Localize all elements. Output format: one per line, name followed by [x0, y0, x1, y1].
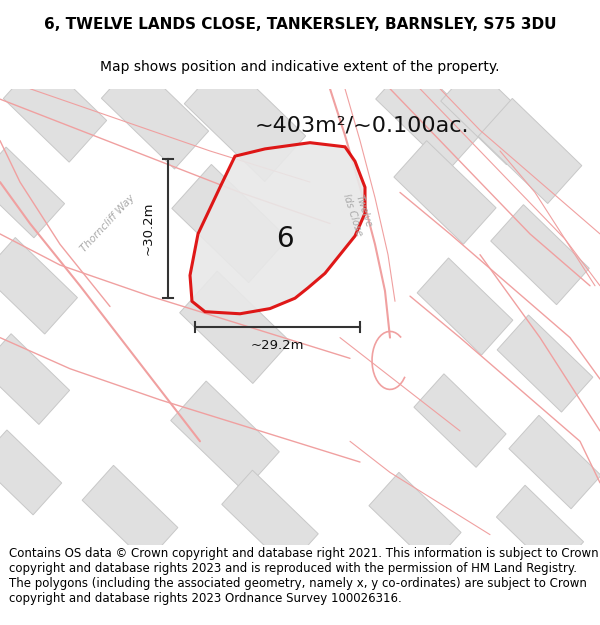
Polygon shape	[171, 381, 279, 491]
Text: Contains OS data © Crown copyright and database right 2021. This information is : Contains OS data © Crown copyright and d…	[9, 547, 599, 604]
Text: Twelve
lds Close: Twelve lds Close	[341, 189, 375, 238]
Polygon shape	[497, 315, 593, 412]
Text: Map shows position and indicative extent of the property.: Map shows position and indicative extent…	[100, 59, 500, 74]
Polygon shape	[369, 472, 461, 566]
Polygon shape	[172, 164, 288, 282]
Polygon shape	[417, 258, 513, 355]
Polygon shape	[491, 204, 589, 304]
Polygon shape	[4, 57, 107, 162]
Text: ~29.2m: ~29.2m	[251, 339, 304, 352]
Polygon shape	[509, 415, 600, 509]
Polygon shape	[376, 59, 484, 170]
Polygon shape	[478, 98, 582, 204]
Polygon shape	[82, 466, 178, 562]
Text: 6: 6	[276, 225, 294, 253]
Polygon shape	[222, 470, 318, 568]
Polygon shape	[0, 238, 77, 334]
Polygon shape	[190, 142, 365, 314]
Polygon shape	[0, 147, 65, 238]
Polygon shape	[179, 271, 290, 384]
Polygon shape	[184, 58, 305, 181]
Polygon shape	[441, 64, 539, 165]
Text: ~30.2m: ~30.2m	[142, 202, 155, 256]
Polygon shape	[0, 430, 62, 515]
Text: ~403m²/~0.100ac.: ~403m²/~0.100ac.	[255, 115, 470, 135]
Polygon shape	[496, 485, 584, 574]
Text: Thorncliff Way: Thorncliff Way	[79, 193, 137, 254]
Polygon shape	[414, 374, 506, 468]
Text: 6, TWELVE LANDS CLOSE, TANKERSLEY, BARNSLEY, S75 3DU: 6, TWELVE LANDS CLOSE, TANKERSLEY, BARNS…	[44, 18, 556, 32]
Polygon shape	[0, 334, 70, 424]
Polygon shape	[394, 141, 496, 244]
Polygon shape	[101, 61, 209, 169]
